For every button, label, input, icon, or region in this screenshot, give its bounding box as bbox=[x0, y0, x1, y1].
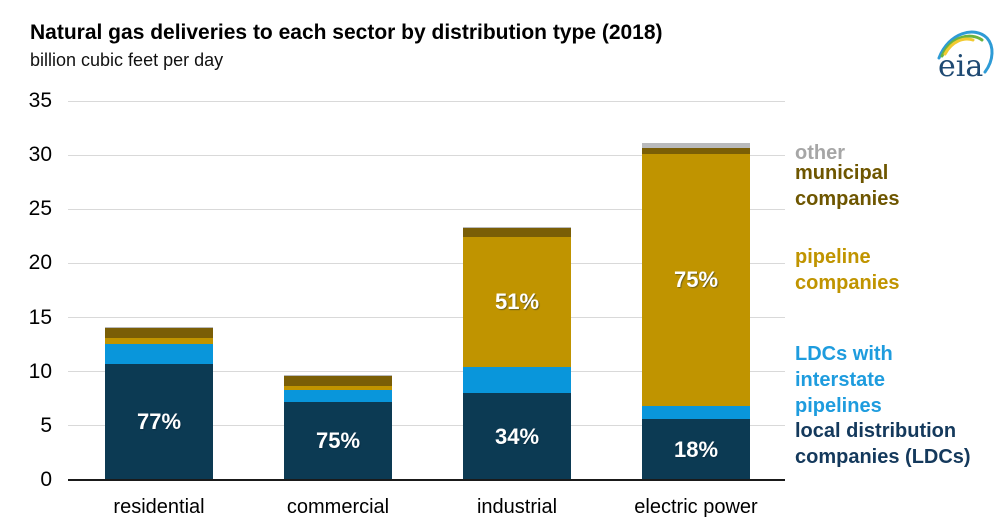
bar-segment-industrial-ldcs-with-interstate-pipelines bbox=[463, 367, 571, 394]
logo-swoosh-blue bbox=[937, 30, 994, 74]
chart-subtitle: billion cubic feet per day bbox=[30, 50, 224, 70]
y-tick-label-25: 25 bbox=[28, 197, 52, 221]
x-axis-label-electric-power: electric power bbox=[634, 496, 758, 518]
y-tick-label-5: 5 bbox=[40, 413, 52, 437]
x-axis-label-commercial: commercial bbox=[286, 496, 390, 518]
y-tick-label-15: 15 bbox=[28, 305, 52, 329]
chart-title: Natural gas deliveries to each sector by… bbox=[30, 21, 663, 44]
y-tick-label-35: 35 bbox=[28, 89, 52, 112]
bar-commercial: 75% bbox=[284, 374, 392, 480]
gridline-5 bbox=[68, 425, 785, 427]
bar-segment-commercial-municipal-companies bbox=[284, 376, 392, 386]
y-tick-label-30: 30 bbox=[28, 143, 52, 167]
bar-segment-electric-power-local-distribution-companies-ldcs: 18% bbox=[642, 419, 750, 480]
bar-segment-residential-ldcs-with-interstate-pipelines bbox=[105, 343, 213, 365]
bar-segment-commercial-pipeline-companies bbox=[284, 385, 392, 391]
percent-label-industrial-local-distribution-companies-ldcs: 34% bbox=[494, 423, 540, 449]
legend-item-local-distribution: local distribution companies (LDCs) bbox=[795, 420, 971, 468]
bar-segment-residential-pipeline-companies bbox=[105, 338, 213, 344]
plot-area: 0 5 10 15 20 25 30 35 77% residential 75% commercia… bbox=[29, 89, 785, 518]
bar-segment-commercial-ldcs-with-interstate-pipelines bbox=[284, 390, 392, 403]
gridline-25 bbox=[68, 208, 785, 210]
legend-item-municipal: municipal companies bbox=[795, 162, 900, 210]
gridline-35 bbox=[68, 100, 785, 102]
bar-segment-electric-power-pipeline-companies: 75% bbox=[642, 154, 750, 407]
y-tick-label-20: 20 bbox=[28, 251, 52, 275]
percent-label-electric-power-pipeline-companies: 75% bbox=[673, 267, 719, 293]
gridline-15 bbox=[68, 317, 785, 319]
bar-segment-residential-municipal-companies bbox=[105, 328, 213, 339]
x-axis-label-residential: residential bbox=[113, 496, 205, 518]
eia-logo-text: eia bbox=[938, 49, 983, 84]
bar-industrial: 51% 34% bbox=[463, 226, 571, 480]
bar-segment-commercial-local-distribution-companies-ldcs: 75% bbox=[284, 402, 392, 480]
bar-segment-electric-power-other bbox=[642, 143, 750, 148]
percent-label-residential-local-distribution-companies-ldcs: 77% bbox=[136, 409, 182, 435]
gridline-30 bbox=[68, 154, 785, 156]
bar-segment-industrial-other bbox=[463, 226, 571, 228]
bar-segment-industrial-pipeline-companies: 51% bbox=[463, 237, 571, 368]
percent-label-electric-power-local-distribution-companies-ldcs: 18% bbox=[673, 436, 719, 462]
bar-segment-electric-power-ldcs-with-interstate-pipelines bbox=[642, 406, 750, 420]
legend-item-other: other bbox=[795, 142, 845, 164]
bar-segment-residential-other bbox=[105, 327, 213, 329]
gridline-10 bbox=[68, 371, 785, 373]
bar-segment-industrial-municipal-companies bbox=[463, 227, 571, 238]
eia-logo: eia bbox=[933, 22, 995, 86]
percent-label-commercial-local-distribution-companies-ldcs: 75% bbox=[315, 427, 361, 453]
logo-swoosh-yellow bbox=[943, 37, 975, 56]
x-axis-line bbox=[68, 479, 785, 481]
bar-segment-industrial-local-distribution-companies-ldcs: 34% bbox=[463, 393, 571, 480]
bar-segment-residential-local-distribution-companies-ldcs: 77% bbox=[105, 364, 213, 480]
legend-item-pipeline: pipeline companies bbox=[795, 246, 900, 294]
y-tick-label-0: 0 bbox=[40, 468, 52, 491]
y-tick-label-10: 10 bbox=[28, 359, 52, 383]
eia-logo-graphic: eia bbox=[937, 30, 994, 84]
bar-segment-electric-power-municipal-companies bbox=[642, 147, 750, 155]
gridline-20 bbox=[68, 262, 785, 264]
bar-segment-commercial-other bbox=[284, 374, 392, 377]
legend-item-ldcs-with: LDCs with interstate pipelines bbox=[795, 343, 893, 417]
bar-electric-power: 75% 18% bbox=[642, 143, 750, 480]
percent-label-industrial-pipeline-companies: 51% bbox=[494, 289, 540, 315]
logo-swoosh-green bbox=[940, 34, 984, 58]
x-axis-label-industrial: industrial bbox=[476, 496, 558, 518]
bar-residential: 77% bbox=[105, 327, 213, 480]
